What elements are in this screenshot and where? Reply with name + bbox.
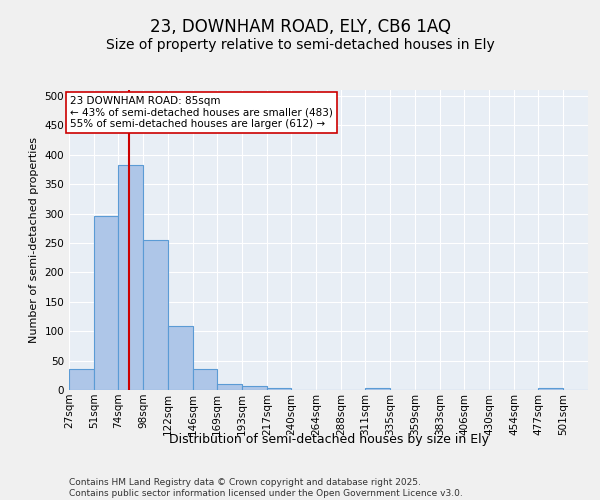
- Text: 23, DOWNHAM ROAD, ELY, CB6 1AQ: 23, DOWNHAM ROAD, ELY, CB6 1AQ: [149, 18, 451, 36]
- Text: Distribution of semi-detached houses by size in Ely: Distribution of semi-detached houses by …: [169, 432, 489, 446]
- Text: Contains HM Land Registry data © Crown copyright and database right 2025.
Contai: Contains HM Land Registry data © Crown c…: [69, 478, 463, 498]
- Bar: [365, 388, 390, 390]
- Bar: [538, 388, 563, 390]
- Bar: [242, 386, 267, 390]
- Bar: [94, 216, 118, 390]
- Bar: [143, 240, 168, 390]
- Y-axis label: Number of semi-detached properties: Number of semi-detached properties: [29, 137, 39, 343]
- Bar: [69, 370, 94, 390]
- Bar: [168, 326, 193, 390]
- Text: Size of property relative to semi-detached houses in Ely: Size of property relative to semi-detach…: [106, 38, 494, 52]
- Bar: [193, 370, 217, 390]
- Bar: [118, 164, 143, 390]
- Bar: [217, 384, 242, 390]
- Text: 23 DOWNHAM ROAD: 85sqm
← 43% of semi-detached houses are smaller (483)
55% of se: 23 DOWNHAM ROAD: 85sqm ← 43% of semi-det…: [70, 96, 333, 129]
- Bar: [267, 388, 291, 390]
